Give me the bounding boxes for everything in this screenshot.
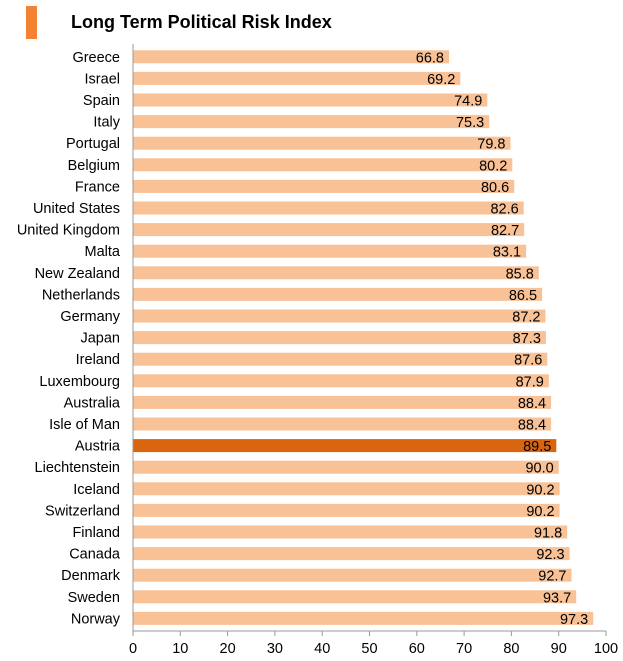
value-label: 87.2 [512, 310, 540, 326]
bar [133, 309, 546, 323]
value-label: 90.0 [525, 461, 553, 477]
x-tick-label: 90 [551, 641, 567, 657]
category-label: Germany [60, 309, 120, 325]
value-label: 90.2 [526, 504, 554, 520]
x-tick-label: 0 [129, 641, 137, 657]
value-label: 75.3 [456, 115, 484, 131]
value-label: 80.2 [479, 158, 507, 174]
value-label: 92.7 [538, 569, 566, 585]
bar [133, 568, 572, 582]
x-tick-label: 100 [594, 641, 618, 657]
bar [133, 395, 552, 409]
bar [133, 503, 560, 517]
category-label: Ireland [76, 352, 120, 368]
x-tick-label: 80 [503, 641, 519, 657]
bar [133, 374, 549, 388]
category-label: Malta [85, 244, 121, 260]
value-label: 93.7 [543, 590, 571, 606]
title-accent-bar [26, 6, 37, 39]
bar [133, 201, 524, 215]
category-label: Italy [93, 115, 120, 131]
bar [133, 439, 557, 453]
category-label: Norway [71, 611, 121, 627]
value-label: 86.5 [509, 288, 537, 304]
category-label: Greece [72, 50, 120, 66]
category-label: Liechtenstein [35, 460, 120, 476]
value-label: 87.6 [514, 353, 542, 369]
x-tick-label: 20 [220, 641, 236, 657]
category-label: Portugal [66, 136, 120, 152]
value-label: 87.9 [516, 374, 544, 390]
category-label: Israel [85, 71, 120, 87]
value-label: 82.6 [490, 202, 518, 218]
bar [133, 50, 449, 64]
category-label: United States [33, 201, 120, 217]
bar [133, 417, 552, 431]
bar [133, 158, 513, 172]
value-label: 69.2 [427, 72, 455, 88]
value-label: 91.8 [534, 526, 562, 542]
category-label: Sweden [68, 590, 120, 606]
x-tick-label: 40 [314, 641, 330, 657]
bar [133, 352, 548, 366]
category-label: Canada [69, 547, 121, 563]
value-label: 88.4 [518, 418, 546, 434]
value-label: 66.8 [416, 50, 444, 66]
category-label: Luxembourg [39, 374, 120, 390]
value-label: 82.7 [491, 223, 519, 239]
value-label: 87.3 [513, 331, 541, 347]
value-label: 74.9 [454, 94, 482, 110]
bar [133, 179, 515, 193]
value-label: 83.1 [493, 245, 521, 261]
value-label: 97.3 [560, 612, 588, 628]
bar [133, 590, 577, 604]
bar [133, 136, 511, 150]
category-label: Netherlands [42, 287, 120, 303]
category-label: Switzerland [45, 503, 120, 519]
category-label: Japan [80, 331, 120, 347]
bar [133, 287, 543, 301]
category-label: France [75, 179, 120, 195]
bar [133, 611, 594, 625]
category-label: Belgium [68, 158, 120, 174]
value-label: 85.8 [506, 266, 534, 282]
bar [133, 331, 546, 345]
value-label: 90.2 [526, 482, 554, 498]
category-label: Finland [72, 525, 120, 541]
x-tick-label: 60 [409, 641, 425, 657]
value-label: 88.4 [518, 396, 546, 412]
bar [133, 71, 461, 85]
value-label: 89.5 [523, 439, 551, 455]
category-label: United Kingdom [17, 223, 120, 239]
bar [133, 266, 539, 280]
value-label: 79.8 [477, 137, 505, 153]
value-label: 92.3 [536, 547, 564, 563]
bar [133, 115, 490, 129]
x-tick-label: 30 [267, 641, 283, 657]
bar [133, 547, 570, 561]
x-tick-label: 10 [172, 641, 188, 657]
category-label: Spain [83, 93, 120, 109]
bar [133, 93, 488, 107]
category-label: Austria [75, 439, 121, 455]
bar [133, 525, 568, 539]
category-label: New Zealand [35, 266, 120, 282]
bar [133, 482, 560, 496]
x-tick-label: 50 [361, 641, 377, 657]
category-label: Iceland [73, 482, 120, 498]
value-label: 80.6 [481, 180, 509, 196]
category-label: Isle of Man [49, 417, 120, 433]
bar [133, 460, 559, 474]
bar [133, 244, 527, 258]
chart-title: Long Term Political Risk Index [71, 12, 332, 32]
bar [133, 223, 525, 237]
category-label: Australia [64, 395, 121, 411]
category-label: Denmark [61, 568, 121, 584]
x-tick-label: 70 [456, 641, 472, 657]
